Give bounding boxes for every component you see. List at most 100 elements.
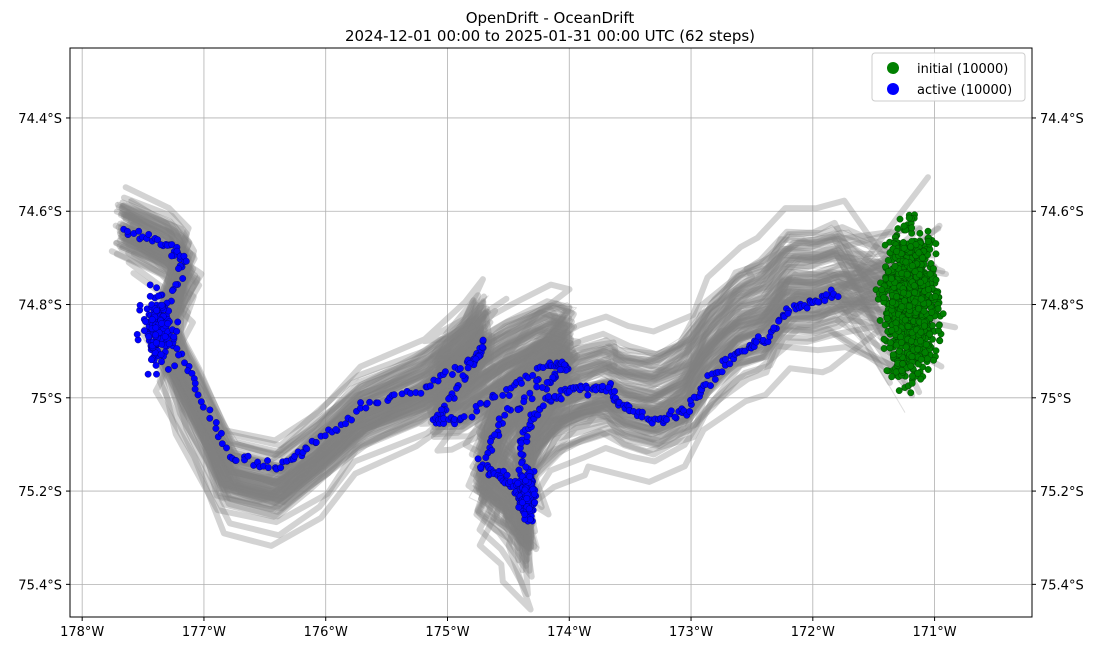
- active-particle: [663, 416, 670, 424]
- active-particle: [348, 416, 355, 424]
- active-particle: [124, 227, 131, 235]
- active-particle: [638, 413, 646, 421]
- initial-particle: [921, 349, 929, 356]
- initial-particle: [876, 317, 884, 324]
- active-particle: [164, 320, 172, 327]
- trajectory: [122, 184, 928, 469]
- initial-particle: [888, 275, 895, 283]
- initial-particle: [878, 286, 886, 294]
- active-particle: [136, 301, 144, 309]
- trajectory: [120, 222, 897, 541]
- x-tick-label: 173°W: [669, 625, 713, 640]
- initial-particle: [894, 225, 902, 233]
- active-particle: [752, 338, 760, 346]
- initial-particle: [886, 339, 894, 347]
- trajectory: [119, 221, 918, 526]
- initial-particle: [917, 328, 925, 336]
- active-particle: [522, 463, 530, 471]
- active-particle: [426, 382, 434, 390]
- active-particle: [686, 408, 693, 415]
- active-particle: [456, 365, 464, 372]
- active-particle: [803, 304, 811, 312]
- trajectory: [116, 243, 900, 556]
- x-tick-label: 177°W: [182, 625, 226, 640]
- initial-particle: [908, 224, 916, 232]
- legend-box: [871, 52, 1026, 102]
- initial-particle: [910, 282, 918, 290]
- initial-particle: [936, 337, 944, 345]
- active-particle: [545, 393, 552, 400]
- initial-particle: [917, 295, 925, 303]
- active-particle: [543, 379, 551, 386]
- initial-particle: [917, 355, 925, 363]
- active-particle: [218, 440, 226, 448]
- active-particle: [775, 317, 782, 325]
- trajectory: [130, 250, 902, 574]
- active-particle: [154, 236, 162, 244]
- initial-particle: [926, 270, 934, 278]
- initial-particle: [883, 367, 891, 374]
- active-particle: [417, 389, 425, 397]
- active-particle: [477, 463, 484, 471]
- initial-particle: [932, 240, 940, 248]
- active-particle: [505, 392, 513, 399]
- active-particle: [390, 391, 398, 399]
- initial-particle: [893, 293, 901, 301]
- active-particle: [217, 429, 225, 437]
- initial-particle: [917, 337, 924, 345]
- initial-particle: [931, 293, 939, 300]
- active-particle: [153, 370, 160, 378]
- legend-label-active: active (10000): [917, 83, 1012, 98]
- active-particle: [521, 486, 529, 494]
- active-particle: [557, 395, 565, 403]
- initial-particle: [881, 321, 889, 329]
- initial-particle: [900, 244, 908, 252]
- active-particle: [168, 252, 176, 260]
- active-particle: [529, 371, 537, 379]
- active-particle: [726, 360, 734, 368]
- active-particle: [145, 333, 153, 341]
- initial-particle: [898, 367, 906, 374]
- initial-particle: [891, 262, 899, 270]
- active-particle: [711, 375, 719, 383]
- chart-title: OpenDrift - OceanDrift: [466, 9, 635, 27]
- active-particle: [495, 415, 503, 423]
- active-particle: [483, 399, 491, 407]
- y-tick-label-right: 74.6°S: [1040, 205, 1084, 220]
- y-tick-label-left: 74.4°S: [18, 112, 62, 127]
- x-tick-label: 172°W: [791, 625, 835, 640]
- active-particle: [525, 505, 533, 513]
- active-particle: [487, 438, 494, 445]
- x-tick-label: 171°W: [912, 625, 956, 640]
- initial-particle: [935, 322, 943, 329]
- initial-particle: [928, 308, 936, 316]
- active-particle: [523, 495, 531, 502]
- initial-particle: [902, 258, 910, 266]
- initial-particle: [899, 360, 907, 368]
- initial-particle: [908, 353, 916, 361]
- active-particle: [468, 413, 476, 421]
- active-particle: [158, 319, 166, 327]
- active-particle: [135, 227, 143, 235]
- trajectory: [127, 234, 906, 549]
- initial-particle: [895, 347, 903, 355]
- initial-particle: [901, 297, 908, 305]
- active-particle: [479, 336, 487, 344]
- active-particle: [707, 382, 714, 389]
- active-particle: [175, 351, 182, 359]
- initial-particle: [883, 314, 891, 322]
- active-particle: [142, 318, 149, 325]
- trajectory: [115, 243, 892, 556]
- active-particle: [332, 426, 340, 433]
- active-particle: [191, 379, 199, 387]
- trajectory: [128, 198, 946, 494]
- initial-particle: [924, 366, 932, 373]
- active-particle: [445, 395, 452, 403]
- initial-particle: [900, 222, 908, 230]
- initial-particle: [917, 375, 924, 383]
- active-particle: [232, 457, 240, 464]
- trajectory: [126, 231, 890, 546]
- active-particle: [478, 343, 486, 351]
- active-particle: [165, 340, 173, 348]
- active-particle: [145, 230, 153, 238]
